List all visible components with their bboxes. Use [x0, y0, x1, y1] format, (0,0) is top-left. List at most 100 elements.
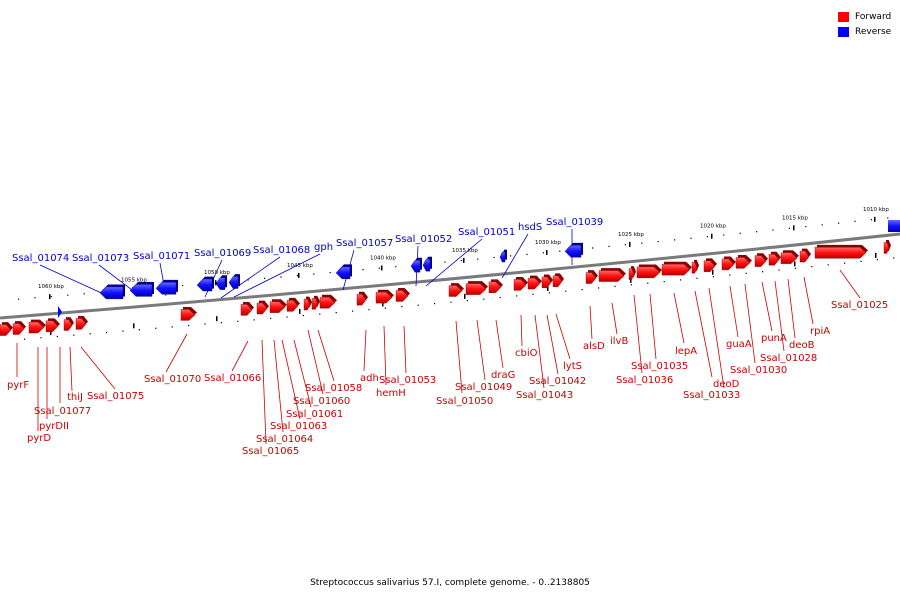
gene-label[interactable]: guaA	[726, 339, 752, 350]
gene-label[interactable]: hemH	[376, 388, 406, 399]
gene-label[interactable]: lepA	[675, 346, 697, 357]
gene-arrow[interactable]	[499, 251, 506, 263]
gene-arrow[interactable]	[636, 266, 661, 279]
gene-label[interactable]: Ssal_01042	[529, 376, 586, 387]
gene-arrow[interactable]	[286, 300, 299, 312]
gene-arrow[interactable]	[661, 263, 691, 276]
gene-arrow[interactable]	[319, 297, 336, 309]
gene-arrow[interactable]	[703, 260, 716, 272]
gene-arrow[interactable]	[628, 268, 635, 280]
gene-arrow[interactable]	[422, 258, 431, 272]
gene-label[interactable]: cbiO	[515, 348, 538, 359]
gene-label[interactable]: Ssal_01030	[730, 365, 787, 376]
gene-arrow[interactable]	[721, 258, 735, 271]
gene-label[interactable]: adh	[360, 373, 379, 384]
gene-arrow[interactable]	[541, 276, 552, 289]
gene-label[interactable]: Ssal_01049	[455, 382, 512, 393]
gene-label[interactable]: draG	[491, 370, 515, 381]
gene-arrow[interactable]	[564, 245, 582, 258]
gene-arrow[interactable]	[754, 255, 767, 267]
gene-label[interactable]: deoB	[789, 340, 815, 351]
gene-label[interactable]: pyrF	[7, 380, 29, 391]
gene-arrow[interactable]	[888, 220, 900, 232]
gene-arrow[interactable]	[256, 302, 268, 315]
gene-arrow[interactable]	[799, 250, 810, 263]
gene-label[interactable]: Ssal_01050	[436, 396, 493, 407]
gene-label[interactable]: ilvB	[610, 336, 628, 347]
gene-arrow[interactable]	[28, 321, 45, 334]
gene-arrow[interactable]	[196, 278, 213, 292]
gene-arrow[interactable]	[0, 324, 12, 336]
gene-arrow[interactable]	[527, 277, 541, 290]
gene-label[interactable]: Ssal_01074	[12, 253, 69, 264]
gene-label[interactable]: Ssal_01057	[336, 238, 393, 249]
gene-arrow[interactable]	[228, 276, 239, 289]
gene-arrow[interactable]	[513, 279, 527, 291]
gene-label[interactable]: pyrD	[27, 433, 51, 444]
gene-label[interactable]: rpiA	[810, 326, 830, 337]
gene-label[interactable]: Ssal_01039	[546, 217, 603, 228]
gene-label[interactable]: Ssal_01063	[270, 421, 327, 432]
gene-arrow[interactable]	[448, 285, 463, 297]
gene-label[interactable]: Ssal_01069	[194, 248, 251, 259]
gene-arrow[interactable]	[335, 266, 351, 280]
gene-arrow[interactable]	[814, 247, 867, 259]
gene-label[interactable]: Ssal_01058	[305, 383, 362, 394]
gene-arrow[interactable]	[585, 272, 597, 284]
gene-arrow[interactable]	[129, 284, 153, 297]
gene-label[interactable]: Ssal_01051	[458, 227, 515, 238]
gene-label[interactable]: Ssal_01064	[256, 434, 313, 445]
gene-label[interactable]: Ssal_01071	[133, 251, 190, 262]
gene-arrow[interactable]	[356, 293, 367, 306]
gene-arrow[interactable]	[552, 275, 563, 287]
gene-arrow[interactable]	[215, 277, 226, 290]
gene-arrow[interactable]	[375, 291, 393, 304]
gene-label[interactable]: Ssal_01066	[204, 373, 261, 384]
gene-label[interactable]: Ssal_01077	[34, 406, 91, 417]
gene-arrow[interactable]	[45, 320, 59, 332]
gene-label[interactable]: Ssal_01036	[616, 375, 673, 386]
gene-label[interactable]: Ssal_01065	[242, 446, 299, 457]
gene-arrow[interactable]	[883, 242, 890, 254]
gene-label[interactable]: alsD	[583, 341, 605, 352]
gene-label[interactable]: thiJ	[67, 392, 83, 403]
gene-label[interactable]: Ssal_01052	[395, 234, 452, 245]
gene-label[interactable]: Ssal_01073	[72, 253, 129, 264]
gene-label[interactable]: hsdS	[518, 222, 542, 233]
gene-label[interactable]: Ssal_01053	[379, 375, 436, 386]
gene-arrow[interactable]	[768, 254, 780, 266]
gene-arrow[interactable]	[240, 304, 253, 316]
gene-label[interactable]: Ssal_01025	[831, 300, 888, 311]
gene-label[interactable]: gph	[314, 242, 333, 253]
gene-arrow[interactable]	[303, 298, 311, 311]
gene-arrow[interactable]	[155, 282, 177, 295]
gene-arrow[interactable]	[598, 270, 625, 282]
gene-label[interactable]: Ssal_01035	[631, 361, 688, 372]
gene-arrow[interactable]	[269, 301, 286, 313]
gene-label[interactable]: Ssal_01061	[286, 409, 343, 420]
gene-label[interactable]: punA	[761, 333, 787, 344]
gene-arrow[interactable]	[12, 323, 25, 335]
gene-arrow[interactable]	[99, 286, 124, 300]
gene-label[interactable]: Ssal_01075	[87, 391, 144, 402]
gene-arrow[interactable]	[311, 298, 319, 310]
gene-label[interactable]: lytS	[563, 361, 582, 372]
gene-label[interactable]: deoD	[713, 379, 740, 390]
gene-arrow[interactable]	[691, 262, 698, 274]
gene-arrow[interactable]	[735, 257, 751, 269]
gene-arrow[interactable]	[58, 306, 62, 318]
gene-label[interactable]: Ssal_01028	[760, 353, 817, 364]
gene-arrow[interactable]	[75, 318, 87, 330]
gene-arrow[interactable]	[410, 260, 421, 273]
gene-label[interactable]: Ssal_01033	[683, 390, 740, 401]
gene-arrow[interactable]	[465, 283, 487, 295]
gene-label[interactable]: Ssal_01070	[144, 374, 201, 385]
gene-label[interactable]: Ssal_01043	[516, 390, 573, 401]
gene-arrow[interactable]	[63, 319, 73, 331]
gene-arrow[interactable]	[395, 290, 409, 302]
gene-arrow[interactable]	[180, 309, 196, 321]
gene-arrow[interactable]	[488, 281, 502, 293]
gene-label[interactable]: pyrDII	[39, 421, 69, 432]
gene-arrow[interactable]	[780, 252, 798, 264]
gene-label[interactable]: Ssal_01068	[253, 245, 310, 256]
